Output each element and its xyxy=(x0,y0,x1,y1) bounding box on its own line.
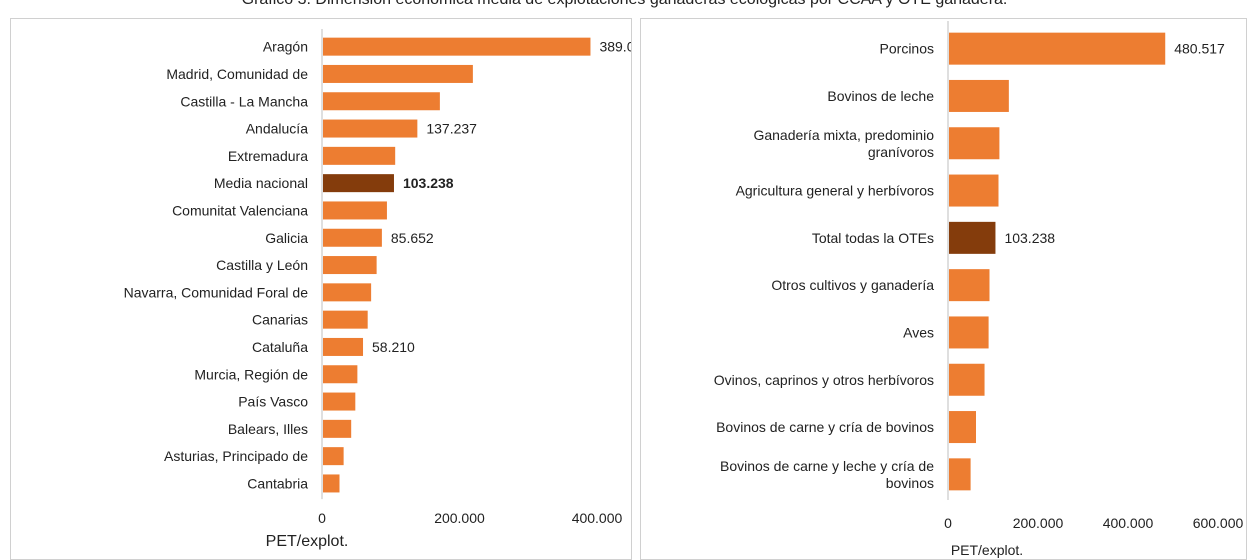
category-label: Porcinos xyxy=(880,41,934,57)
bar xyxy=(949,269,990,302)
category-label: Ganadería mixta, predominio xyxy=(753,127,934,143)
category-label: Otros cultivos y ganadería xyxy=(771,277,934,293)
category-label: Navarra, Comunidad Foral de xyxy=(124,284,309,300)
category-label: Bovinos de carne y cría de bovinos xyxy=(716,419,934,435)
bar xyxy=(323,201,387,220)
bar xyxy=(323,392,356,411)
category-label: Murcia, Región de xyxy=(194,366,308,382)
bar xyxy=(949,316,989,349)
category-label: Extremadura xyxy=(228,148,308,164)
bar xyxy=(949,79,1009,112)
category-label: Bovinos de leche xyxy=(827,88,934,104)
bar xyxy=(949,363,985,396)
chart-title: Gráfico 3. Dimensión económica media de … xyxy=(0,0,1249,9)
category-label: bovinos xyxy=(886,475,934,491)
data-label: 137.237 xyxy=(426,121,477,137)
bar xyxy=(949,174,999,207)
bar xyxy=(323,228,382,247)
ccaa-chart-panel: Aragón 389.038 Madrid, Comunidad de Castill… xyxy=(10,18,632,560)
bar xyxy=(323,119,418,138)
bar xyxy=(949,458,971,491)
bar xyxy=(323,64,473,83)
category-label: Balears, Illes xyxy=(228,421,308,437)
x-tick-label: 0 xyxy=(318,510,326,526)
category-label: Castilla y León xyxy=(216,257,308,273)
bar xyxy=(323,37,591,56)
bar xyxy=(323,447,344,466)
category-label: Madrid, Comunidad de xyxy=(166,66,308,82)
data-label: 480.517 xyxy=(1174,41,1225,57)
bar xyxy=(323,146,396,165)
x-tick-label: 600.000 xyxy=(1193,515,1244,531)
category-label: Bovinos de carne y leche y cría de xyxy=(720,458,934,474)
x-tick-label: 200.000 xyxy=(1013,515,1064,531)
category-label: Andalucía xyxy=(246,121,308,137)
bar xyxy=(323,337,364,356)
data-label: 103.238 xyxy=(403,175,454,191)
ote-bar-chart: Porcinos 480.517 Bovinos de leche Ganadería… xyxy=(714,21,1244,558)
data-label: 58.210 xyxy=(372,339,415,355)
bar xyxy=(323,474,340,493)
x-tick-label: 400.000 xyxy=(572,510,623,526)
category-label: Castilla - La Mancha xyxy=(180,93,308,109)
category-label: Media nacional xyxy=(214,175,308,191)
x-tick-label: 0 xyxy=(944,515,952,531)
category-label: Cantabria xyxy=(247,475,308,491)
category-label: Aves xyxy=(903,324,934,340)
ote-chart-panel: Porcinos 480.517 Bovinos de leche Ganadería… xyxy=(640,18,1247,560)
bar-highlight xyxy=(323,174,394,193)
bar xyxy=(949,32,1166,65)
bar xyxy=(323,92,440,111)
bar xyxy=(323,419,352,438)
bar-highlight xyxy=(949,221,996,254)
x-tick-label: 400.000 xyxy=(1103,515,1154,531)
category-label: Aragón xyxy=(263,39,308,55)
bar xyxy=(949,127,1000,160)
category-label: Agricultura general y herbívoros xyxy=(736,183,934,199)
data-label: 389.038 xyxy=(599,39,631,55)
x-axis-label: PET/explot. xyxy=(266,533,349,550)
category-label: Comunitat Valenciana xyxy=(172,202,308,218)
category-label: Total todas la OTEs xyxy=(812,230,934,246)
bar xyxy=(323,365,358,384)
bar xyxy=(323,256,377,275)
bar xyxy=(323,283,372,302)
x-tick-label: 200.000 xyxy=(434,510,485,526)
category-label: granívoros xyxy=(868,144,934,160)
category-label: Cataluña xyxy=(252,339,308,355)
category-label: Canarias xyxy=(252,312,308,328)
x-axis-label: PET/explot. xyxy=(951,542,1023,558)
data-label: 103.238 xyxy=(1004,230,1055,246)
category-label: Asturias, Principado de xyxy=(164,448,308,464)
ccaa-bar-chart: Aragón 389.038 Madrid, Comunidad de Castill… xyxy=(124,29,631,550)
bar xyxy=(949,411,976,444)
category-label: País Vasco xyxy=(238,394,308,410)
data-label: 85.652 xyxy=(391,230,434,246)
bar xyxy=(323,310,368,329)
category-label: Galicia xyxy=(265,230,308,246)
category-label: Ovinos, caprinos y otros herbívoros xyxy=(714,372,934,388)
